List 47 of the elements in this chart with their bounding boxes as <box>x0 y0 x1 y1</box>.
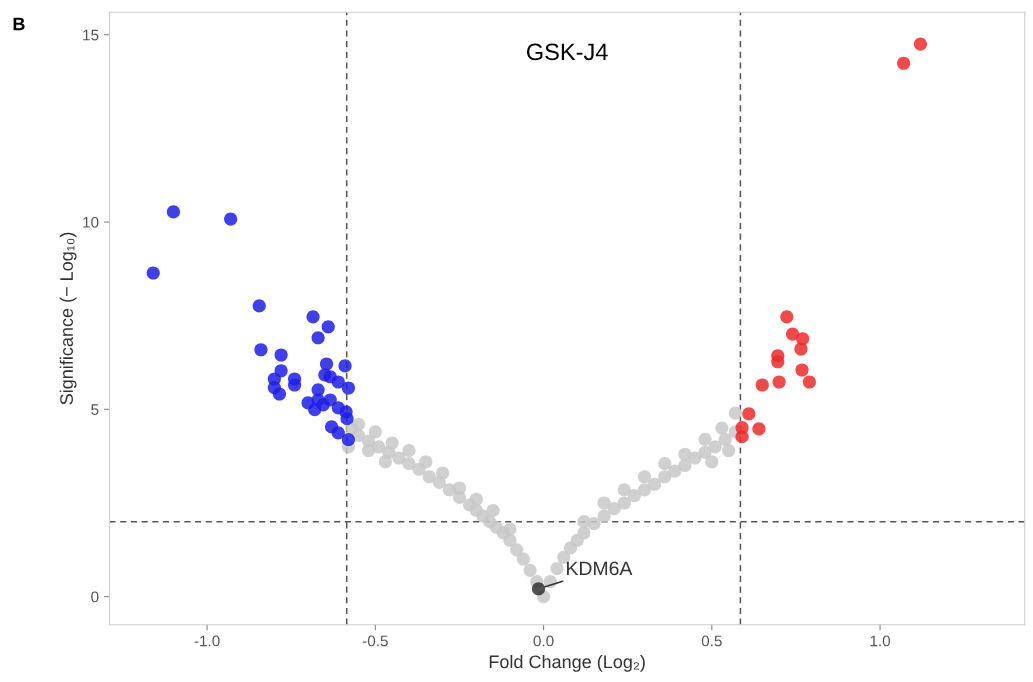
point <box>146 266 160 280</box>
x-tick-label: -1.0 <box>194 635 220 647</box>
y-tick-label: 15 <box>83 29 99 41</box>
point <box>755 378 769 392</box>
text: B <box>13 17 25 31</box>
y-axis-title: Significance (− Log₁₀) <box>59 232 77 405</box>
x-tick-label: 0.0 <box>533 635 554 647</box>
point <box>287 378 302 392</box>
point <box>802 375 816 389</box>
point <box>785 327 800 341</box>
point <box>735 430 749 444</box>
point <box>331 426 345 440</box>
y-tick-label: 0 <box>91 591 99 603</box>
point <box>771 355 785 369</box>
point <box>772 375 786 389</box>
point <box>913 37 928 51</box>
point <box>341 381 355 395</box>
point <box>306 310 320 324</box>
point <box>340 412 354 426</box>
point <box>224 212 238 226</box>
point <box>742 407 756 421</box>
point <box>331 375 345 389</box>
point <box>780 310 794 324</box>
point <box>794 342 808 356</box>
point <box>272 387 287 401</box>
annotation: KDM6A <box>567 561 633 576</box>
x-tick-label: 0.5 <box>701 635 722 647</box>
y-tick-label: 10 <box>83 216 99 228</box>
point <box>254 343 268 357</box>
point <box>321 320 335 334</box>
point <box>319 357 334 371</box>
point <box>897 56 911 70</box>
x-tick-label: -0.5 <box>362 635 388 647</box>
point <box>795 363 809 377</box>
point <box>311 331 325 345</box>
point <box>752 422 766 436</box>
point <box>166 205 181 219</box>
point <box>252 299 266 313</box>
point <box>274 348 288 362</box>
x-axis-title: Fold Change (Log₂) <box>489 654 645 672</box>
point <box>316 398 330 412</box>
x-tick-label: 1.0 <box>870 635 891 647</box>
point <box>338 359 352 373</box>
text: GSK-J4 <box>526 43 608 61</box>
y-tick-label: 5 <box>91 404 99 416</box>
point <box>341 433 355 447</box>
point <box>531 582 546 596</box>
